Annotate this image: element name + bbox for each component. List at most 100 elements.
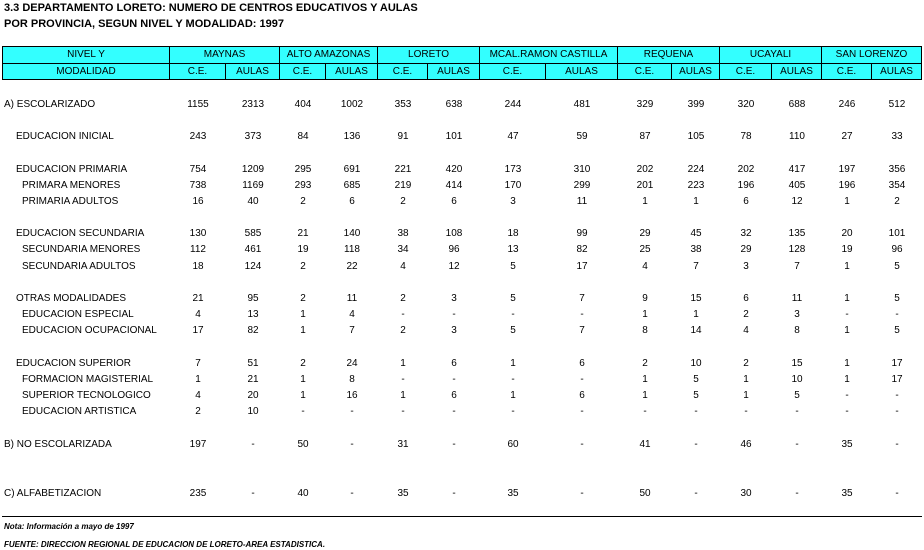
- cell-value: 8: [794, 325, 800, 336]
- cell-value: 4: [743, 325, 749, 336]
- row-label: FORMACION MAGISTERIAL: [22, 374, 154, 385]
- cell-value: -: [350, 406, 354, 417]
- cell-value: -: [511, 309, 515, 320]
- cell-value: 5: [510, 325, 516, 336]
- cell-value: -: [795, 488, 799, 499]
- province-header: UCAYALI: [719, 46, 822, 64]
- cell-value: 399: [687, 99, 705, 110]
- cell-value: 15: [791, 358, 803, 369]
- cell-value: 17: [891, 374, 903, 385]
- cell-value: 2: [400, 293, 406, 304]
- cell-value: 16: [346, 390, 358, 401]
- cell-value: 1: [400, 390, 406, 401]
- header-cell: NIVEL Y: [2, 46, 170, 64]
- cell-value: 87: [639, 131, 651, 142]
- cell-value: 20: [247, 390, 259, 401]
- cell-value: 243: [189, 131, 207, 142]
- cell-value: 118: [344, 244, 360, 255]
- cell-value: 101: [445, 131, 463, 142]
- cell-value: 691: [343, 164, 361, 175]
- cell-value: 2313: [241, 99, 265, 110]
- cell-value: 5: [510, 261, 516, 272]
- row-label: EDUCACION OCUPACIONAL: [22, 325, 157, 336]
- cell-value: 246: [838, 99, 856, 110]
- cell-value: -: [845, 390, 849, 401]
- subheader: C.E.: [479, 63, 546, 80]
- cell-value: 32: [740, 228, 752, 239]
- subheader: AULAS: [225, 63, 280, 80]
- cell-value: 60: [507, 439, 519, 450]
- cell-value: -: [580, 439, 584, 450]
- cell-value: 1: [844, 261, 850, 272]
- cell-value: 101: [888, 228, 906, 239]
- cell-value: 99: [576, 228, 588, 239]
- cell-value: 6: [451, 196, 457, 207]
- cell-value: 4: [195, 390, 201, 401]
- cell-value: -: [452, 488, 456, 499]
- cell-value: 135: [788, 228, 806, 239]
- cell-value: 3: [510, 196, 516, 207]
- province-header: REQUENA: [617, 46, 720, 64]
- cell-value: 5: [510, 293, 516, 304]
- cell-value: 4: [195, 309, 201, 320]
- cell-value: -: [895, 406, 899, 417]
- cell-value: 5: [894, 293, 900, 304]
- cell-value: 1: [844, 196, 850, 207]
- province-header: MCAL.RAMON CASTILLA: [479, 46, 618, 64]
- cell-value: 46: [740, 439, 752, 450]
- cell-value: 2: [195, 406, 201, 417]
- subheader: C.E.: [377, 63, 428, 80]
- cell-value: 1: [844, 374, 850, 385]
- cell-value: 136: [343, 131, 361, 142]
- cell-value: 24: [346, 358, 358, 369]
- row-label: B) NO ESCOLARIZADA: [4, 439, 112, 450]
- cell-value: 4: [642, 261, 648, 272]
- cell-value: 1: [693, 196, 699, 207]
- cell-value: 15: [690, 293, 702, 304]
- cell-value: 10: [791, 374, 803, 385]
- cell-value: 6: [743, 293, 749, 304]
- source: FUENTE: DIRECCION REGIONAL DE EDUCACION …: [4, 540, 326, 549]
- cell-value: 130: [189, 228, 207, 239]
- cell-value: 688: [788, 99, 806, 110]
- cell-value: 21: [192, 293, 204, 304]
- cell-value: -: [511, 406, 515, 417]
- cell-value: -: [795, 406, 799, 417]
- cell-value: -: [694, 406, 698, 417]
- cell-value: 1: [693, 309, 699, 320]
- cell-value: -: [580, 488, 584, 499]
- cell-value: 78: [740, 131, 752, 142]
- row-label: OTRAS MODALIDADES: [16, 293, 127, 304]
- row-label: EDUCACION ESPECIAL: [22, 309, 134, 320]
- cell-value: 12: [791, 196, 803, 207]
- cell-value: 4: [349, 309, 355, 320]
- cell-value: 84: [297, 131, 309, 142]
- cell-value: 405: [788, 180, 806, 191]
- cell-value: 2: [300, 293, 306, 304]
- cell-value: 1155: [187, 99, 209, 110]
- cell-value: 170: [504, 180, 522, 191]
- cell-value: 235: [189, 488, 207, 499]
- cell-value: 1: [642, 374, 648, 385]
- cell-value: -: [895, 309, 899, 320]
- cell-value: 12: [448, 261, 460, 272]
- cell-value: 96: [448, 244, 460, 255]
- cell-value: 1: [300, 374, 306, 385]
- cell-value: 3: [794, 309, 800, 320]
- cell-value: 11: [346, 293, 358, 304]
- cell-value: 329: [636, 99, 654, 110]
- cell-value: 35: [841, 488, 853, 499]
- cell-value: 50: [639, 488, 651, 499]
- cell-value: -: [251, 439, 255, 450]
- cell-value: 244: [504, 99, 522, 110]
- row-label: A) ESCOLARIZADO: [4, 99, 96, 110]
- cell-value: 5: [693, 390, 699, 401]
- cell-value: 13: [247, 309, 259, 320]
- cell-value: 91: [397, 131, 409, 142]
- cell-value: 7: [794, 261, 800, 272]
- cell-value: -: [350, 439, 354, 450]
- cell-value: 20: [841, 228, 853, 239]
- cell-value: 110: [789, 131, 805, 142]
- cell-value: -: [452, 439, 456, 450]
- cell-value: 173: [504, 164, 522, 175]
